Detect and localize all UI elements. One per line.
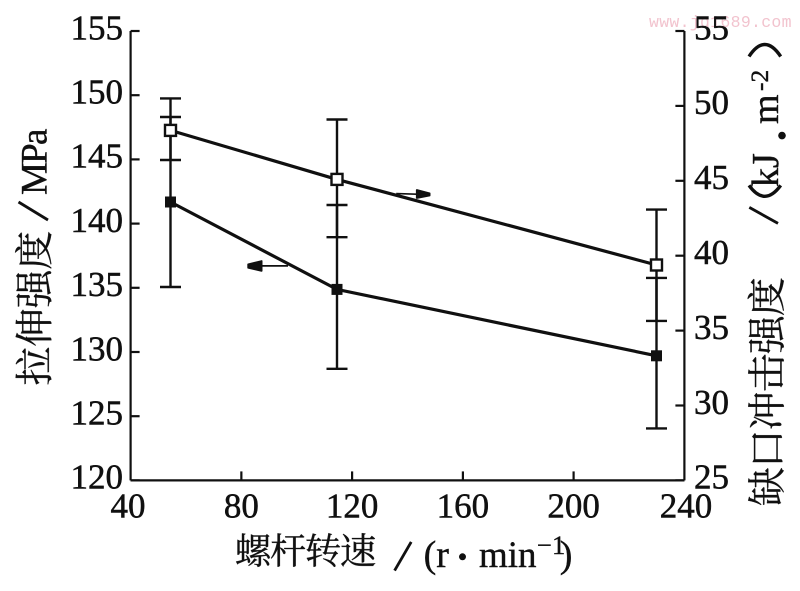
svg-text:150: 150 bbox=[71, 73, 124, 112]
svg-text:45: 45 bbox=[694, 158, 729, 197]
svg-text:240: 240 bbox=[660, 487, 713, 526]
svg-text:120: 120 bbox=[71, 458, 124, 497]
svg-text:130: 130 bbox=[71, 329, 124, 368]
svg-text:(r: (r bbox=[424, 534, 450, 576]
svg-text:155: 155 bbox=[71, 8, 124, 47]
svg-text:120: 120 bbox=[326, 487, 379, 526]
svg-text:min: min bbox=[479, 535, 537, 576]
svg-text:−1: −1 bbox=[537, 530, 565, 560]
svg-text:35: 35 bbox=[694, 308, 729, 347]
svg-text:40: 40 bbox=[111, 487, 146, 526]
svg-text:125: 125 bbox=[71, 394, 124, 433]
svg-text:40: 40 bbox=[694, 233, 729, 272]
svg-text:135: 135 bbox=[71, 265, 124, 304]
svg-text:145: 145 bbox=[71, 137, 124, 176]
svg-text:80: 80 bbox=[224, 487, 259, 526]
svg-text:MPa: MPa bbox=[15, 129, 56, 196]
svg-text:30: 30 bbox=[694, 383, 729, 422]
svg-text:140: 140 bbox=[71, 201, 124, 240]
svg-text:www.jq1689.com: www.jq1689.com bbox=[649, 13, 792, 32]
svg-text:): ) bbox=[560, 534, 573, 576]
svg-text:55: 55 bbox=[694, 8, 729, 47]
svg-text:m: m bbox=[745, 94, 787, 124]
svg-text:25: 25 bbox=[694, 458, 729, 497]
svg-text:200: 200 bbox=[547, 487, 600, 526]
svg-text:kJ: kJ bbox=[745, 153, 787, 187]
svg-text:50: 50 bbox=[694, 83, 729, 122]
svg-text:-2: -2 bbox=[745, 70, 774, 91]
svg-text:160: 160 bbox=[437, 487, 490, 526]
